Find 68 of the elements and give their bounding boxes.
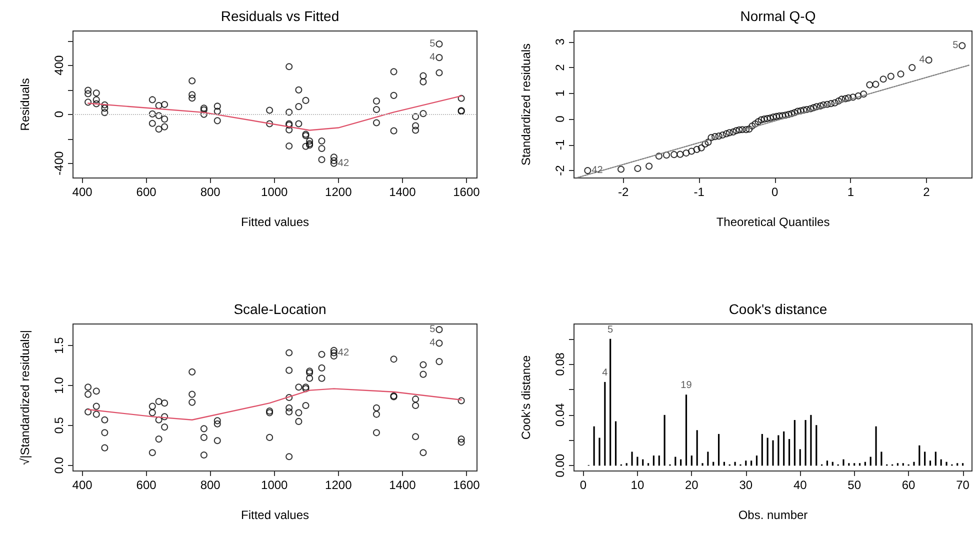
y-tick-label: 0.04: [553, 402, 567, 427]
annotation: 4: [430, 52, 436, 64]
x-tick-label: 2: [923, 185, 930, 199]
x-tick-label: 1200: [325, 185, 352, 199]
y-tick-label: 0.08: [553, 352, 567, 376]
line-series: [87, 95, 462, 131]
y-tick-label: 0: [52, 110, 66, 118]
y-tick-label: -2: [553, 164, 567, 176]
x-tick-label: 10: [630, 478, 644, 492]
chart-title: Scale-Location: [234, 301, 326, 317]
x-tick-label: 20: [684, 478, 699, 492]
x-axis-title: Obs. number: [738, 508, 808, 522]
x-tick-label: 1: [847, 185, 854, 199]
annotation: 4: [919, 54, 926, 66]
y-axis-title: Residuals: [18, 78, 32, 131]
annotation: 5: [952, 40, 959, 52]
x-tick-label: 0: [772, 185, 779, 199]
x-axis-title: Fitted values: [240, 215, 310, 229]
x-tick-label: 40: [793, 478, 808, 492]
x-tick-label: 0: [580, 478, 587, 492]
annotation: 5: [430, 38, 436, 50]
y-tick-label: 0.0: [52, 456, 66, 474]
y-tick-label: 3: [553, 38, 567, 46]
x-tick-label: 50: [848, 478, 862, 492]
y-tick-label: 1: [553, 90, 567, 97]
x-tick-label: 1600: [453, 478, 480, 492]
annotation: 42: [338, 347, 350, 358]
x-tick-label: 1400: [389, 478, 416, 492]
x-tick-label: 60: [902, 478, 916, 492]
y-axis-title: Cook's distance: [519, 355, 533, 440]
x-tick-label: 400: [72, 185, 93, 199]
y-tick-label: 400: [52, 54, 66, 76]
annotation: 5: [430, 324, 436, 336]
x-tick-label: 600: [136, 478, 157, 492]
x-tick-label: 1000: [261, 185, 288, 199]
x-tick-label: 1400: [389, 185, 416, 199]
y-axis-title: √|Standardized residuals|: [18, 330, 32, 465]
annotation: 4: [430, 338, 436, 349]
x-tick-label: 400: [72, 478, 93, 492]
line-series: [87, 388, 462, 420]
y-tick-label: -400: [52, 150, 66, 176]
x-tick-label: -2: [618, 185, 629, 199]
y-tick-label: 1.5: [52, 336, 66, 354]
chart-title: Normal Q-Q: [740, 8, 816, 24]
annotation: 19: [680, 380, 692, 392]
annotation: 4: [602, 367, 608, 378]
chart-title: Cook's distance: [728, 301, 828, 317]
x-tick-label: 70: [956, 478, 970, 492]
x-tick-label: 800: [200, 478, 221, 492]
y-axis-title: Standardized residuals: [519, 43, 533, 166]
y-tick-label: 0: [553, 115, 567, 122]
annotation: 5: [608, 324, 614, 336]
y-tick-label: 2: [553, 64, 567, 71]
y-tick-label: 0.00: [553, 454, 567, 478]
y-tick-label: 0.5: [52, 416, 66, 434]
x-tick-label: 1200: [325, 478, 352, 492]
y-tick-label: -1: [553, 139, 567, 150]
x-axis-title: Fitted values: [240, 508, 310, 522]
x-axis-title: Theoretical Quantiles: [716, 215, 830, 229]
x-tick-label: 800: [200, 185, 221, 199]
annotation: 42: [338, 158, 350, 169]
y-tick-label: 1.0: [52, 376, 66, 394]
chart-title: Residuals vs Fitted: [220, 8, 340, 24]
x-tick-label: -1: [694, 185, 705, 199]
x-tick-label: 1600: [453, 185, 480, 199]
x-tick-label: 1000: [261, 478, 288, 492]
x-tick-label: 600: [136, 185, 157, 199]
x-tick-label: 30: [739, 478, 753, 492]
